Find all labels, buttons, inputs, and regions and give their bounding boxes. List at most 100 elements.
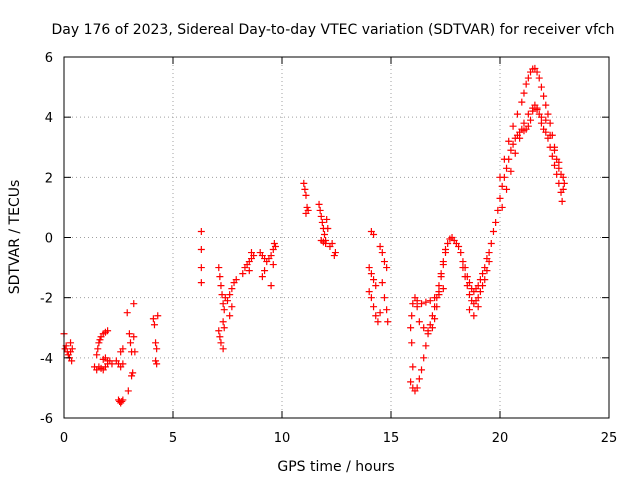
data-point xyxy=(509,140,517,148)
x-tick-label: 10 xyxy=(274,431,291,446)
data-point xyxy=(527,116,535,124)
data-point xyxy=(537,119,545,127)
x-tick-label: 25 xyxy=(601,431,618,446)
data-point xyxy=(328,240,336,248)
data-point xyxy=(130,300,138,308)
data-point xyxy=(522,80,530,88)
data-point xyxy=(555,164,563,172)
data-point xyxy=(461,273,469,281)
data-point xyxy=(218,291,226,299)
data-point xyxy=(535,74,543,82)
data-point xyxy=(149,315,157,323)
y-tick-label: -4 xyxy=(40,352,53,367)
data-point xyxy=(422,342,430,350)
data-point xyxy=(546,119,554,127)
data-point xyxy=(93,351,101,359)
data-point xyxy=(496,173,504,181)
data-point xyxy=(524,110,532,118)
x-tick-label: 5 xyxy=(169,431,177,446)
data-point xyxy=(509,122,517,130)
data-point xyxy=(374,318,382,326)
data-point xyxy=(465,291,473,299)
data-point xyxy=(516,134,524,142)
data-point xyxy=(546,131,554,139)
data-point xyxy=(540,92,548,100)
data-point xyxy=(316,206,324,214)
data-point xyxy=(481,276,489,284)
data-point xyxy=(104,357,112,365)
data-point xyxy=(383,306,391,314)
data-point xyxy=(370,303,378,311)
data-point xyxy=(370,276,378,284)
data-point xyxy=(500,155,508,163)
data-point xyxy=(479,282,487,290)
data-point xyxy=(503,164,511,172)
data-point xyxy=(220,306,228,314)
data-point xyxy=(96,336,104,344)
data-point xyxy=(303,203,311,211)
data-point xyxy=(470,312,478,320)
data-point xyxy=(465,306,473,314)
data-point xyxy=(152,339,160,347)
data-point xyxy=(367,270,375,278)
data-point xyxy=(226,291,234,299)
data-point xyxy=(533,106,541,114)
data-point xyxy=(531,64,539,72)
data-point xyxy=(220,324,228,332)
data-point xyxy=(331,249,339,257)
data-point xyxy=(533,68,541,76)
data-point xyxy=(537,83,545,91)
data-point xyxy=(551,146,558,154)
data-point xyxy=(131,348,139,356)
data-point xyxy=(317,212,325,220)
data-point xyxy=(548,152,556,160)
data-point xyxy=(426,297,434,305)
data-point xyxy=(555,158,563,166)
data-point xyxy=(197,264,205,272)
data-point xyxy=(408,312,416,320)
data-point xyxy=(153,345,161,353)
data-point xyxy=(129,369,137,377)
data-point xyxy=(544,110,552,118)
data-point xyxy=(67,339,75,347)
data-point xyxy=(542,101,550,109)
data-point xyxy=(524,122,532,130)
data-point xyxy=(408,339,416,347)
data-point xyxy=(150,321,158,329)
data-point xyxy=(197,279,205,287)
data-point xyxy=(269,261,277,269)
y-tick-label: 4 xyxy=(45,111,53,126)
data-point xyxy=(94,345,102,353)
data-point xyxy=(474,303,482,311)
data-point xyxy=(559,185,567,193)
data-point xyxy=(415,375,423,383)
data-point xyxy=(511,149,519,157)
data-point xyxy=(380,294,388,302)
data-point xyxy=(370,230,378,238)
data-point xyxy=(437,270,445,278)
data-point xyxy=(494,206,502,214)
data-point xyxy=(435,291,443,299)
data-point xyxy=(459,258,467,266)
data-point xyxy=(95,339,103,347)
data-point xyxy=(537,113,545,121)
data-point xyxy=(261,267,269,275)
data-point xyxy=(301,185,309,193)
y-tick-label: -2 xyxy=(40,292,53,307)
data-point xyxy=(426,321,434,329)
data-point xyxy=(323,215,331,223)
axis-ticks: 0 5 10 15 20 25 -6 -4 -2 0 2 4 6 xyxy=(40,51,617,446)
y-tick-label: 2 xyxy=(45,171,53,186)
data-point xyxy=(125,330,133,338)
data-point xyxy=(542,128,550,136)
data-point xyxy=(215,264,223,272)
data-point xyxy=(439,258,447,266)
data-point xyxy=(505,137,513,145)
data-point xyxy=(407,378,415,386)
data-point xyxy=(524,74,532,82)
data-point xyxy=(520,119,528,127)
data-point xyxy=(219,300,227,308)
data-point xyxy=(118,397,126,405)
data-point xyxy=(413,303,421,311)
data-point xyxy=(407,324,415,332)
